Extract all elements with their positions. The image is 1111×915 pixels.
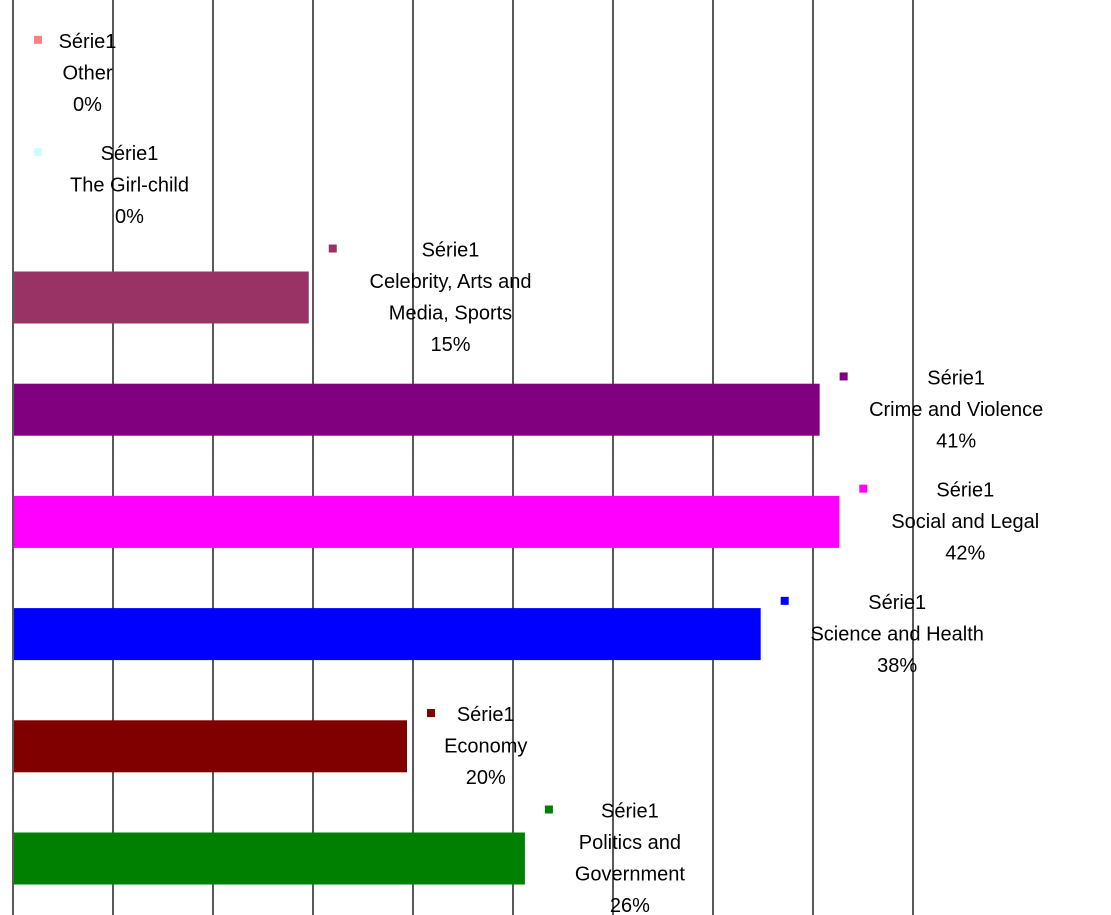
bar [14,271,309,324]
data-label-series: Série1 [936,480,994,502]
bars [14,271,840,885]
bar [14,832,525,885]
data-label-percent: 41% [936,430,976,452]
data-label-category: The Girl-child [70,175,189,197]
legend-key [780,596,789,605]
legend-key [328,244,337,253]
data-label-category: Crime and Violence [869,399,1043,421]
data-label-category: Politics and [579,832,681,854]
gridlines [12,0,914,915]
data-label-series: Série1 [927,367,985,389]
data-label-category: Other [62,62,112,84]
data-label-percent: 0% [73,94,102,116]
data-label-series: Série1 [59,31,117,53]
legend-key [34,35,42,44]
legend-key [544,805,553,814]
data-label-category: Science and Health [810,623,983,645]
bar [14,608,761,661]
data-label-percent: 26% [610,895,650,915]
data-labels: Série1 Politics and Government 26% Série1 Eco… [34,31,1043,915]
data-label-category: Social and Legal [891,511,1039,533]
data-label-percent: 42% [945,543,985,565]
data-label-series: Série1 [457,704,515,726]
bar [14,720,407,773]
data-label-category: Media, Sports [389,303,512,325]
data-label-category: Government [575,864,685,886]
legend-key [34,148,42,157]
data-label-percent: 15% [430,334,470,356]
data-label-series: Série1 [868,592,926,614]
data-label-series: Série1 [422,240,480,262]
data-label-percent: 38% [877,655,917,677]
legend-key [839,372,848,381]
legend-key [427,709,435,718]
data-label-percent: 20% [466,767,506,789]
bar [14,495,840,548]
bar [14,383,820,436]
legend-key [859,484,868,493]
data-label-category: Celebrity, Arts and [370,271,532,293]
data-label-percent: 0% [115,206,144,228]
data-label-series: Série1 [101,143,159,165]
data-label-category: Economy [444,736,527,758]
data-label-series: Série1 [601,801,659,823]
